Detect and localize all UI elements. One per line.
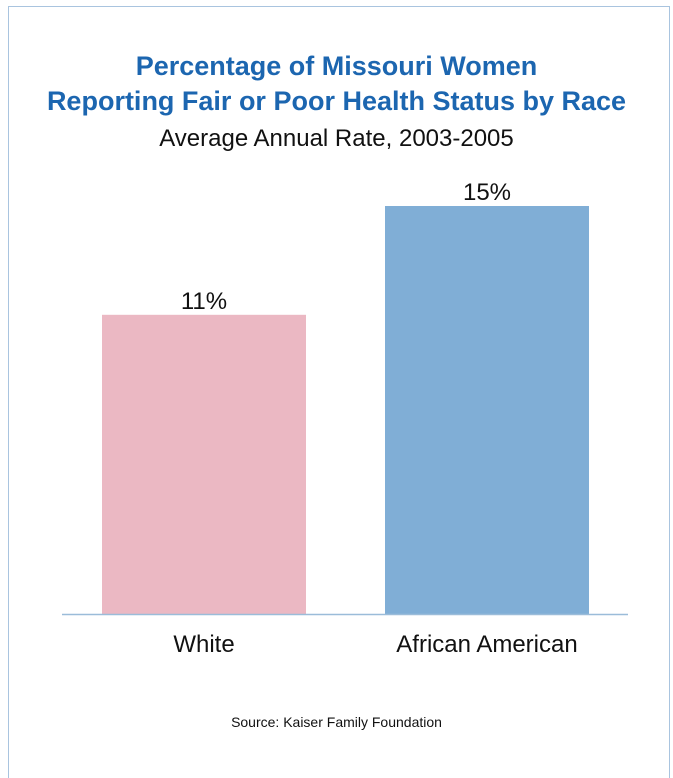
chart-title-line-2: Reporting Fair or Poor Health Status by … bbox=[46, 86, 627, 116]
value-label: 11% bbox=[181, 288, 227, 315]
bar-white bbox=[102, 314, 306, 614]
chart-subtitle: Average Annual Rate, 2003-2005 bbox=[159, 125, 514, 152]
source-note: Source: Kaiser Family Foundation bbox=[231, 714, 442, 730]
value-label: 15% bbox=[463, 179, 511, 206]
bar-african-american bbox=[385, 206, 589, 614]
chart-title-line-1: Percentage of Missouri Women bbox=[135, 51, 538, 81]
category-label: White bbox=[173, 631, 234, 658]
category-label: African American bbox=[396, 631, 577, 658]
